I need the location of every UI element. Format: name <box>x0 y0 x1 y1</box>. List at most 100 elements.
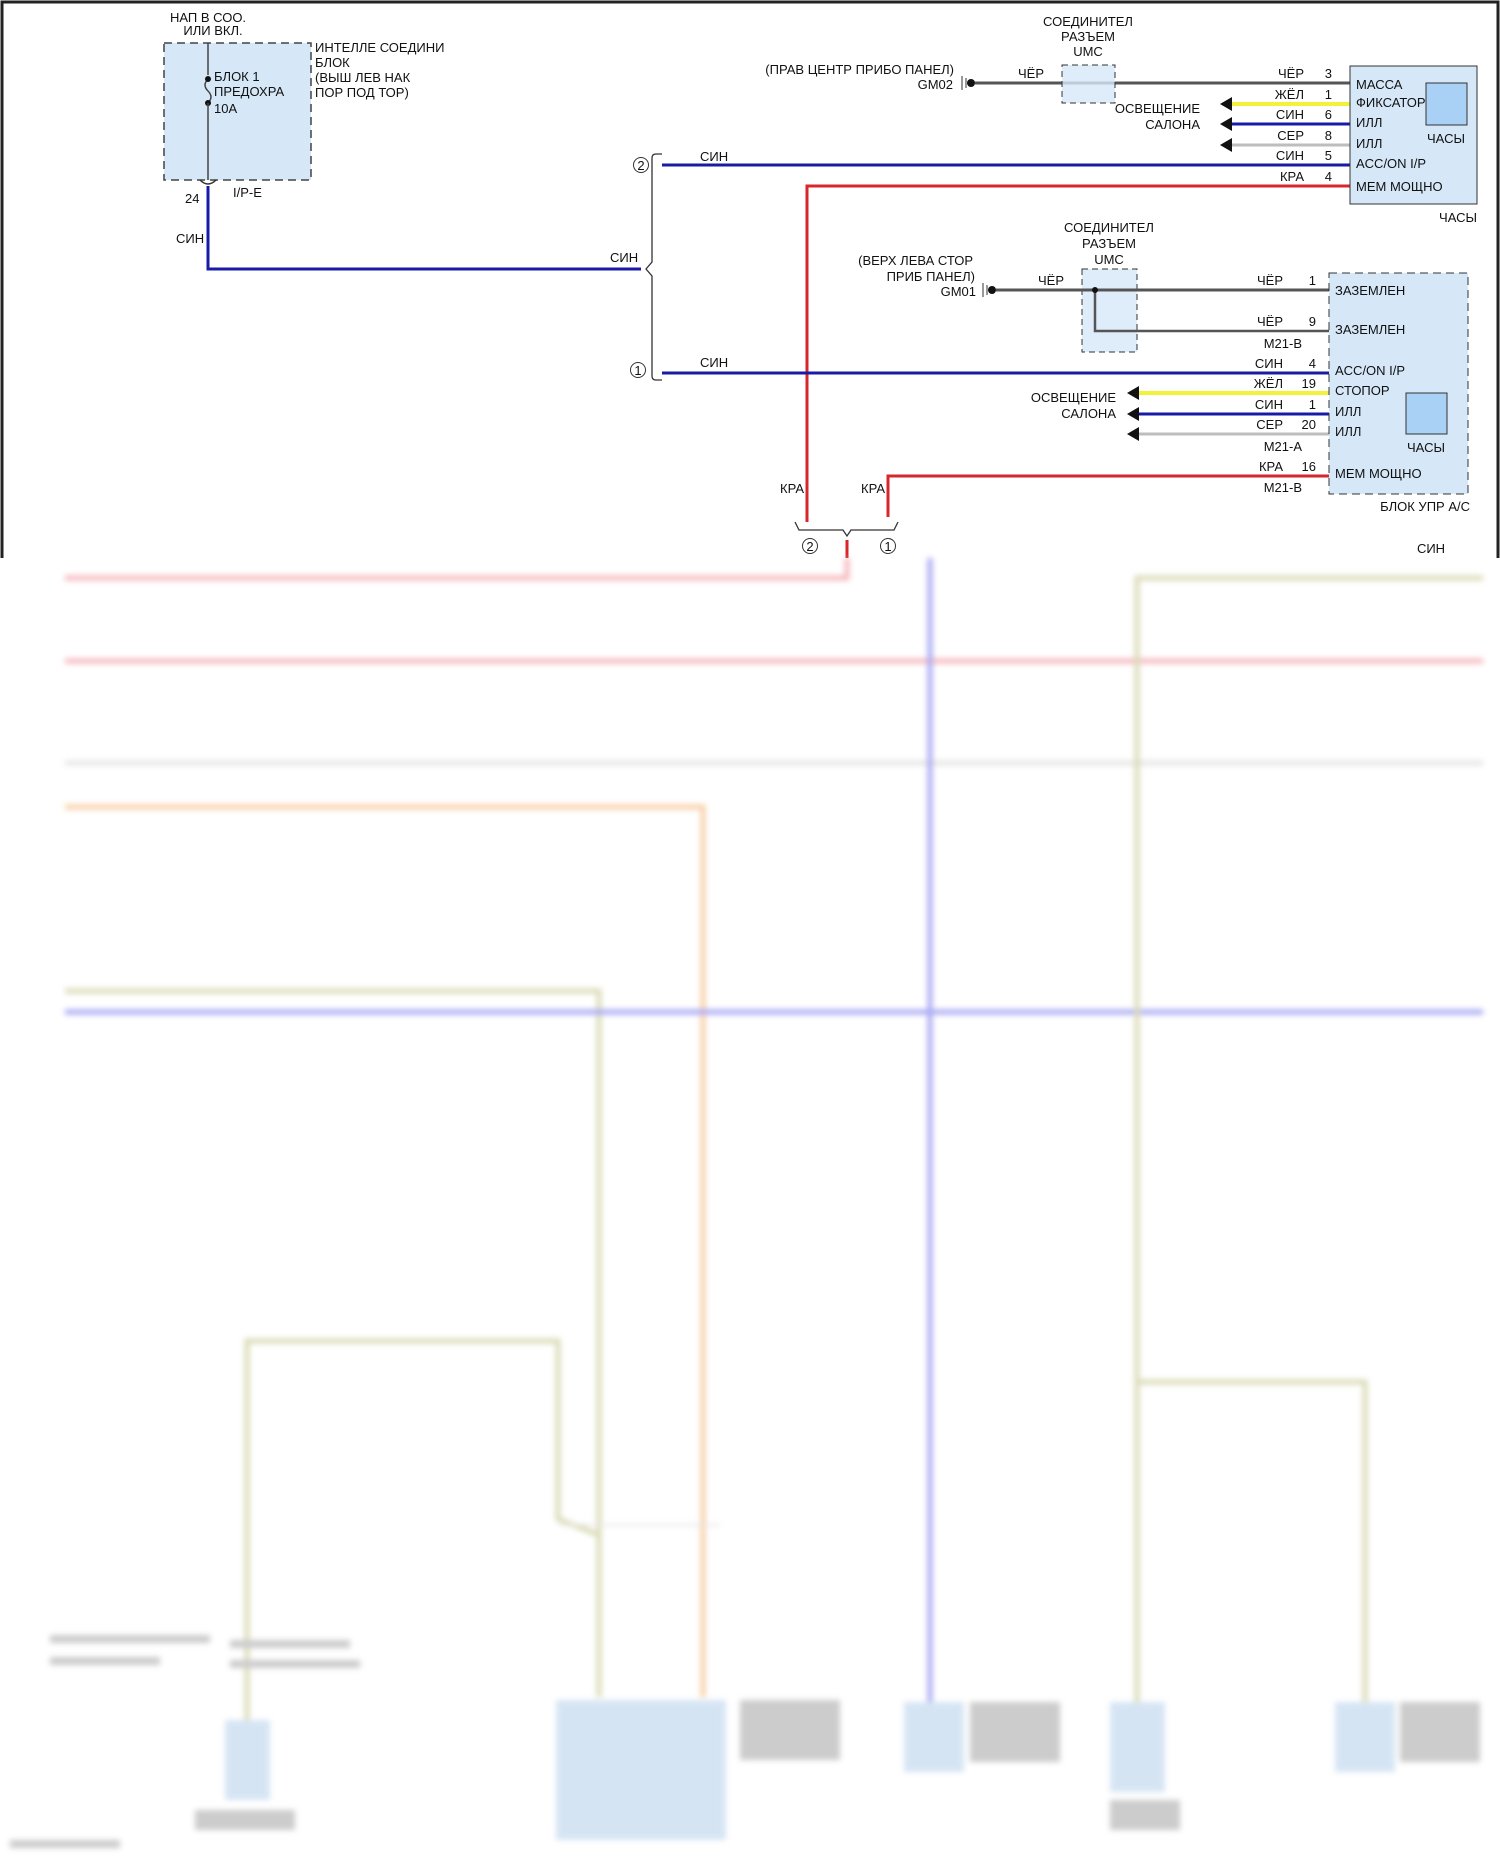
diagram-label: КРА <box>1280 169 1304 184</box>
wire-color-label: КРА <box>861 481 885 496</box>
connector-title-2: РАЗЪЕМ <box>1061 29 1115 44</box>
ground-location: (ВЕРХ ЛЕВА СТОР <box>858 253 973 268</box>
wire-color-label: ЧЁР <box>1038 273 1064 288</box>
diagram-label: ЖЁЛ <box>1275 87 1304 102</box>
diagram-label: ИЛЛ <box>1335 404 1361 419</box>
clock-icon <box>1425 82 1468 126</box>
ground-icon <box>961 76 975 90</box>
connector-id: I/P-E <box>233 185 262 200</box>
ground-location: (ПРАВ ЦЕНТР ПРИБО ПАНЕЛ) <box>765 62 954 77</box>
diagram-shape <box>630 362 646 378</box>
wire-color-label: СИН <box>700 355 728 370</box>
diagram-label: 9 <box>1309 314 1316 329</box>
ground-id: GM02 <box>918 77 953 92</box>
arrow-icon <box>1127 386 1139 441</box>
diagram-label: СЕР <box>1256 417 1283 432</box>
diagram-shape <box>1127 427 1139 441</box>
supply-label-2: ИЛИ ВКЛ. <box>183 23 242 38</box>
block-name: ИНТЕЛЛЕ СОЕДИНИ <box>315 40 444 55</box>
diagram-shape <box>1400 1702 1480 1762</box>
diagram-shape <box>1127 386 1139 400</box>
diagram-label: ACC/ON I/P <box>1356 156 1426 171</box>
diagram-shape <box>10 1635 1480 1848</box>
diagram-shape <box>10 1840 120 1848</box>
fuse-block: НАП В СОО. ИЛИ ВКЛ. ИНТЕЛЛЕ СОЕДИНИ БЛОК… <box>163 10 641 271</box>
splice-circle-2: 2 <box>806 539 813 554</box>
diagram-label: 4 <box>1325 169 1332 184</box>
diagram-shape <box>1110 1702 1165 1792</box>
diagram-label: 1 <box>1309 273 1316 288</box>
diagram-label: 6 <box>1325 107 1332 122</box>
diagram-shape <box>970 1702 1060 1762</box>
diagram-label: СИН <box>1255 356 1283 371</box>
lower-diagram-blurred <box>10 558 1483 1848</box>
connector-title-3: UMC <box>1094 252 1124 267</box>
wire-red <box>805 184 1350 522</box>
wire-color-label: СИН <box>176 231 204 246</box>
diagram-shape <box>1110 1800 1180 1830</box>
diagram-label: 1 <box>1325 87 1332 102</box>
lighting-label: ОСВЕЩЕНИЕ <box>1031 390 1116 405</box>
fuse-label-2: ПРЕДОХРА <box>214 84 284 99</box>
diagram-label: ИЛЛ <box>1335 424 1361 439</box>
clock-icon <box>1405 392 1448 435</box>
diagram-label: МАССА <box>1356 77 1403 92</box>
diagram-shape <box>225 1720 270 1800</box>
ac-control-box <box>1328 272 1469 495</box>
diagram-label: ЗАЗЕМЛЕН <box>1335 322 1405 337</box>
diagram-shape <box>1137 1379 1368 1709</box>
diagram-shape <box>880 538 896 554</box>
supply-label: НАП В СОО. <box>170 10 246 25</box>
diagram-shape <box>65 804 706 1697</box>
diagram-shape <box>967 79 975 87</box>
diagram-shape <box>65 558 850 581</box>
ground-icon <box>982 283 996 297</box>
diagram-label: ЧЁР <box>1257 273 1283 288</box>
connector-title: СОЕДИНИТЕЛ <box>1064 220 1154 235</box>
diagram-shape <box>195 1810 295 1830</box>
connector-title: СОЕДИНИТЕЛ <box>1043 14 1133 29</box>
splice-circle-1: 1 <box>884 539 891 554</box>
connector-id: M21-B <box>1264 336 1302 351</box>
diagram-shape <box>1134 575 1483 1709</box>
diagram-shape <box>1092 287 1098 293</box>
diagram-shape <box>740 1700 840 1760</box>
diagram-label: ИЛЛ <box>1356 136 1382 151</box>
connector-title-2: РАЗЪЕМ <box>1082 236 1136 251</box>
clock-inner-label: ЧАСЫ <box>1427 131 1465 146</box>
clock-name: ЧАСЫ <box>1439 210 1477 225</box>
diagram-shape <box>230 1660 360 1668</box>
ground-location-2: ПРИБ ПАНЕЛ) <box>887 269 975 284</box>
diagram-label: ЧЁР <box>1278 66 1304 81</box>
diagram-label: 4 <box>1309 356 1316 371</box>
diagram-label: 1 <box>1309 397 1316 412</box>
diagram-label: ЖЁЛ <box>1254 376 1283 391</box>
diagram-shape <box>50 1635 210 1643</box>
diagram-label: СЕР <box>1277 128 1304 143</box>
diagram-label: 20 <box>1302 417 1316 432</box>
fuse-block-box <box>163 42 312 181</box>
diagram-label: ACC/ON I/P <box>1335 363 1405 378</box>
wire-red <box>886 474 1329 517</box>
wire-color-label: ЧЁР <box>1018 66 1044 81</box>
lighting-label-2: САЛОНА <box>1061 406 1116 421</box>
diagram-label: ФИКСАТОР <box>1356 95 1426 110</box>
diagram-label: МЕМ МОЩНО <box>1356 179 1443 194</box>
diagram-label: СИН <box>1255 397 1283 412</box>
connector-id: M21-B <box>1264 480 1302 495</box>
diagram-shape <box>556 1700 726 1840</box>
wire-blue <box>206 186 641 271</box>
diagram-shape <box>225 1700 1395 1840</box>
diagram-shape <box>1220 138 1232 152</box>
pin-number: 24 <box>185 191 199 206</box>
diagram-label: 16 <box>1302 459 1316 474</box>
umc-connector <box>1061 64 1116 104</box>
clock-inner-label: ЧАСЫ <box>1407 440 1445 455</box>
diagram-label: 8 <box>1325 128 1332 143</box>
diagram-shape <box>205 76 211 82</box>
clock-circuit: СОЕДИНИТЕЛ РАЗЪЕМ UMC (ПРАВ ЦЕНТР ПРИБО … <box>662 14 1478 522</box>
diagram-shape <box>1220 117 1232 131</box>
wire-color-label: СИН <box>610 250 638 265</box>
